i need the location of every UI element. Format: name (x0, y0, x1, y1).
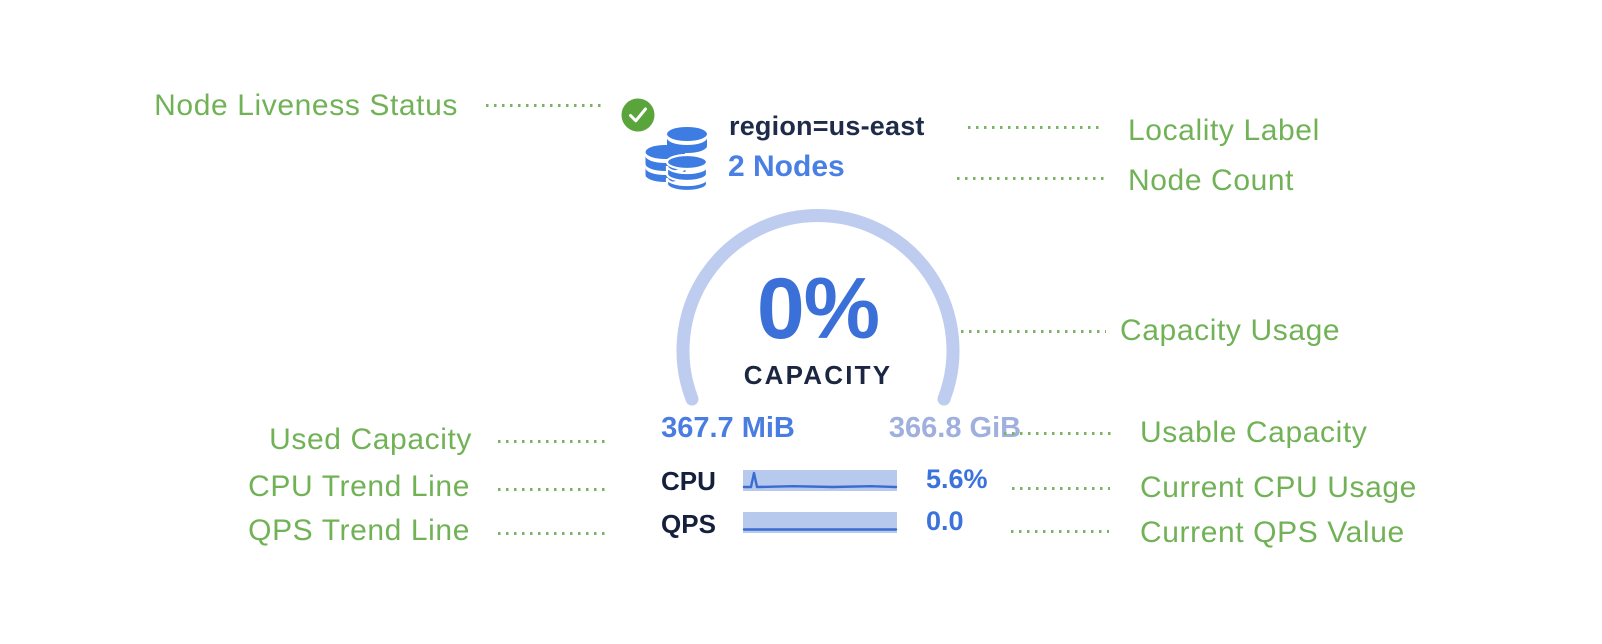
annotation-current-cpu-usage: Current CPU Usage (1140, 471, 1417, 504)
annotation-capacity-usage: Capacity Usage (1120, 314, 1341, 347)
leader-line-node-liveness (486, 104, 604, 107)
leader-line-current-cpu (1012, 487, 1110, 490)
leader-line-node-count (957, 177, 1105, 180)
cpu-usage-value: 5.6% (926, 464, 988, 494)
annotation-locality-label: Locality Label (1128, 114, 1320, 147)
annotation-usable-capacity: Usable Capacity (1140, 416, 1368, 449)
qps-row-label: QPS (661, 509, 716, 539)
annotation-qps-trend-line: QPS Trend Line (248, 514, 470, 547)
qps-value: 0.0 (926, 506, 964, 536)
node-liveness-check-icon (621, 98, 655, 132)
annotation-node-count: Node Count (1128, 164, 1295, 197)
node-region-card[interactable] (600, 85, 1020, 540)
capacity-gauge-title: CAPACITY (743, 360, 893, 390)
node-count-text[interactable]: 2 Nodes (728, 150, 845, 183)
db-front-stack (665, 153, 708, 192)
leader-line-capacity-usage (961, 330, 1106, 333)
annotation-current-qps-value: Current QPS Value (1140, 516, 1405, 549)
locality-label-text: region=us-east (729, 111, 925, 141)
database-stack-icon (645, 127, 708, 192)
usable-capacity-value: 366.8 GiB (888, 412, 1022, 444)
capacity-usage-percent: 0% (756, 261, 880, 357)
leader-line-current-qps (1011, 530, 1109, 533)
leader-line-cpu-trend (498, 488, 608, 491)
cpu-trend-sparkline (742, 470, 898, 491)
cpu-row-label: CPU (661, 466, 716, 496)
capacity-gauge-arc (676, 209, 960, 406)
leader-line-used-capacity (498, 440, 608, 443)
leader-line-usable-capacity (1004, 432, 1112, 435)
annotation-cpu-trend-line: CPU Trend Line (248, 470, 470, 503)
qps-trend-sparkline (742, 512, 898, 533)
leader-line-qps-trend (498, 532, 608, 535)
annotation-used-capacity: Used Capacity (269, 423, 472, 456)
leader-line-locality-label (968, 126, 1102, 129)
used-capacity-value: 367.7 MiB (661, 412, 795, 444)
annotation-node-liveness-status: Node Liveness Status (154, 89, 458, 122)
